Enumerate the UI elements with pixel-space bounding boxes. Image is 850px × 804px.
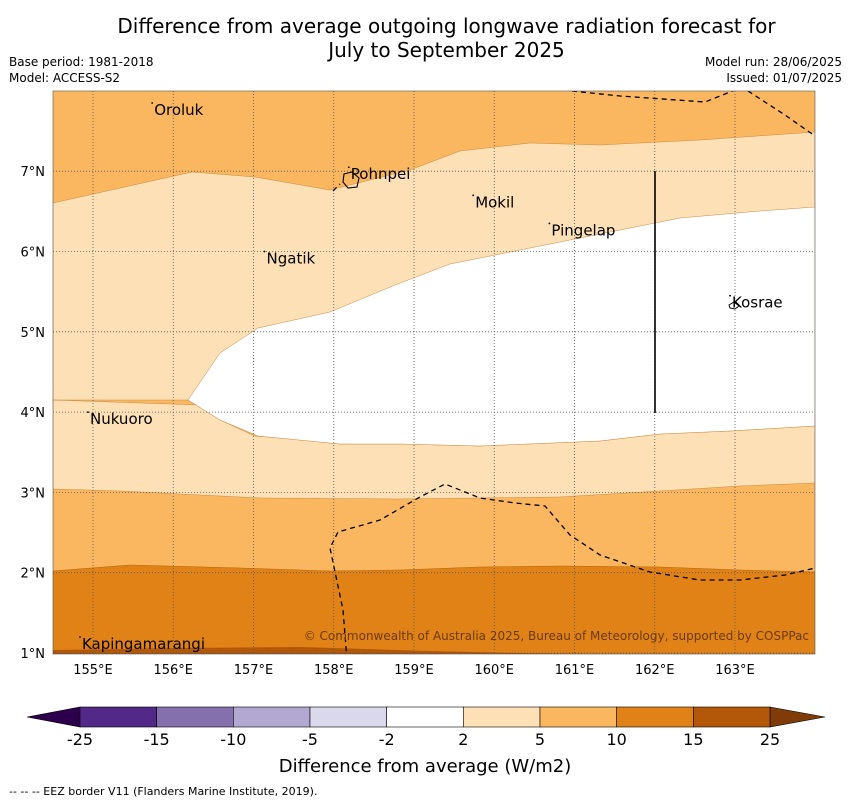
band-neutral-area — [187, 206, 815, 447]
colorbar-cell — [463, 706, 541, 728]
colorbar-cell — [233, 706, 311, 728]
colorbar-cell — [79, 706, 157, 728]
latitude-ticks: 1°N 2°N 3°N 4°N 5°N 6°N 7°N — [21, 165, 46, 662]
colorbar-tick-label: 15 — [683, 730, 703, 749]
colorbar-cell — [693, 706, 771, 728]
place-label-kosrae: Kosrae — [732, 294, 783, 312]
place-label-pohnpei: Pohnpei — [351, 165, 411, 183]
place-marker — [79, 636, 81, 638]
colorbar: -25 -15 -10 -5 -2 2 5 10 15 25 Difference from av… — [26, 706, 826, 777]
y-tick-label: 6°N — [21, 246, 46, 261]
colorbar-cell — [386, 706, 464, 728]
map-area: Oroluk Pohnpei Mokil Pingelap Ngatik Kosrae Nu… — [53, 91, 815, 654]
x-tick-label: 162°E — [635, 663, 675, 678]
issued-date: Issued: 01/07/2025 — [726, 71, 842, 85]
y-tick-label: 2°N — [21, 567, 46, 582]
colorbar-cell — [309, 706, 387, 728]
x-tick-label: 157°E — [234, 663, 274, 678]
kosrae-island-outline — [728, 301, 740, 310]
eez-border-pohnpei — [332, 183, 341, 192]
colorbar-tick-label: -5 — [302, 730, 318, 749]
y-tick-label: 4°N — [21, 406, 46, 421]
eez-border-north — [571, 91, 735, 103]
place-label-oroluk: Oroluk — [154, 101, 203, 119]
place-label-ngatik: Ngatik — [267, 250, 316, 268]
x-tick-label: 155°E — [73, 663, 113, 678]
title-line-1: Difference from average outgoing longwav… — [117, 14, 776, 38]
colorbar-tick-label: -15 — [144, 730, 170, 749]
copyright-text: © Commonwealth of Australia 2025, Bureau… — [304, 629, 809, 643]
y-tick-label: 7°N — [21, 165, 46, 180]
x-tick-label: 161°E — [555, 663, 595, 678]
y-tick-label: 1°N — [21, 647, 46, 662]
band-10-15-area — [53, 564, 815, 654]
colorbar-cell — [616, 706, 694, 728]
meta-left: Base period: 1981-2018 Model: ACCESS-S2 — [9, 54, 154, 86]
title-line-2: July to September 2025 — [328, 38, 565, 62]
place-marker — [151, 102, 154, 104]
place-label-nukuoro: Nukuoro — [90, 410, 153, 428]
colorbar-tick-label: -25 — [67, 730, 93, 749]
meta-right: Model run: 28/06/2025 Issued: 01/07/2025 — [705, 54, 842, 86]
place-label-pingelap: Pingelap — [551, 221, 615, 239]
colorbar-tick-label: 25 — [760, 730, 780, 749]
colorbar-cell — [539, 706, 617, 728]
colorbar-tick-label: 2 — [458, 730, 468, 749]
eez-footnote: -- -- -- EEZ border V11 (Flanders Marine… — [9, 785, 318, 798]
y-tick-label: 3°N — [21, 486, 46, 501]
pohnpei-island-outline — [342, 171, 360, 189]
colorbar-tick-label: -10 — [220, 730, 246, 749]
band-15-25-area — [53, 647, 600, 654]
colorbar-tick-label: 5 — [535, 730, 545, 749]
eez-border-south — [329, 483, 815, 654]
place-label-mokil: Mokil — [475, 193, 514, 211]
longitude-ticks: 155°E 156°E 157°E 158°E 159°E 160°E 161°E 162°E… — [73, 663, 755, 678]
model-run: Model run: 28/06/2025 — [704, 55, 842, 69]
x-tick-label: 159°E — [394, 663, 434, 678]
colorbar-tick-label: 10 — [606, 730, 626, 749]
x-tick-label: 156°E — [153, 663, 193, 678]
place-marker — [472, 194, 475, 197]
place-marker — [87, 411, 89, 414]
place-marker — [729, 294, 731, 297]
place-marker — [263, 250, 266, 253]
colorbar-tick-label: -2 — [379, 730, 395, 749]
map-frame — [52, 90, 816, 655]
place-marker — [347, 166, 350, 169]
colorbar-under-triangle — [26, 706, 81, 728]
colorbar-cell — [156, 706, 234, 728]
model-name: Model: ACCESS-S2 — [9, 71, 121, 85]
y-tick-label: 5°N — [21, 326, 46, 341]
colorbar-label: Difference from average (W/m2) — [279, 756, 571, 777]
x-tick-label: 158°E — [314, 663, 354, 678]
place-marker — [548, 222, 551, 225]
x-tick-label: 163°E — [715, 663, 755, 678]
x-tick-label: 160°E — [474, 663, 514, 678]
base-period: Base period: 1981-2018 — [9, 55, 154, 69]
map-title: Difference from average outgoing longwav… — [0, 14, 850, 62]
place-labels: Oroluk Pohnpei Mokil Pingelap Ngatik Kosrae Nu… — [79, 101, 783, 653]
eez-borders — [329, 91, 815, 654]
place-label-kapingamarangi: Kapingamarangi — [82, 635, 205, 653]
colorbar-over-triangle — [769, 706, 826, 728]
